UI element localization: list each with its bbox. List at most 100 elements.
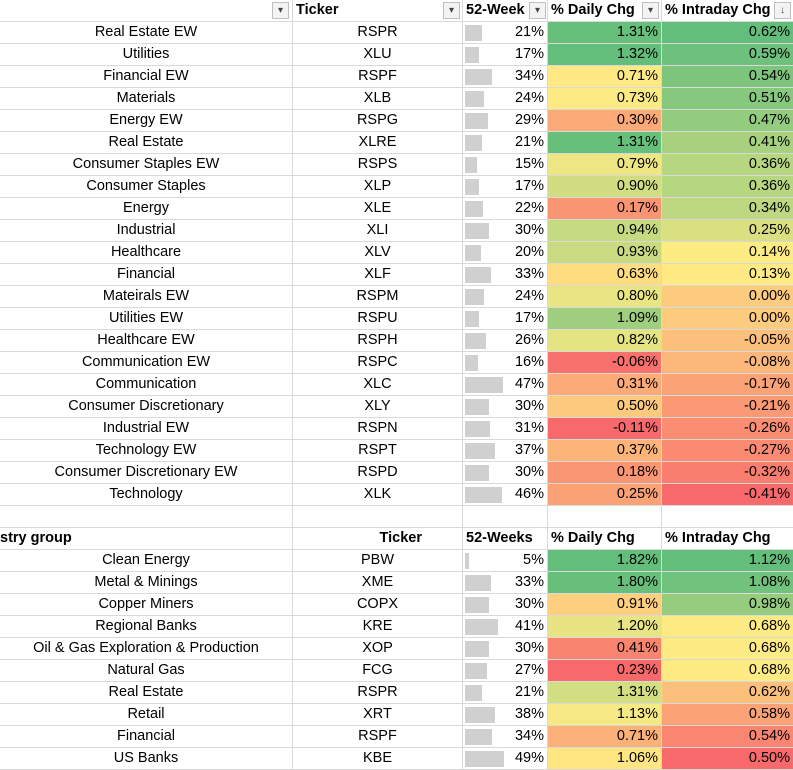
row-name-cell[interactable]: Financial <box>0 726 293 748</box>
weeks-cell[interactable]: 22% <box>463 198 548 220</box>
intraday-cell[interactable]: 0.13% <box>662 264 793 286</box>
row-name-cell[interactable]: Oil & Gas Exploration & Production <box>0 638 293 660</box>
row-name-cell[interactable]: Utilities EW <box>0 308 293 330</box>
daily-cell[interactable]: 0.23% <box>548 660 662 682</box>
row-name-cell[interactable]: Financial <box>0 264 293 286</box>
weeks-cell[interactable]: 41% <box>463 616 548 638</box>
weeks-cell[interactable]: 5% <box>463 550 548 572</box>
intraday-cell[interactable]: 0.36% <box>662 154 793 176</box>
weeks-cell[interactable]: 30% <box>463 220 548 242</box>
ticker-cell[interactable]: RSPR <box>293 682 463 704</box>
row-name-cell[interactable]: Mateirals EW <box>0 286 293 308</box>
weeks-cell[interactable]: 27% <box>463 660 548 682</box>
ticker-cell[interactable]: XLF <box>293 264 463 286</box>
intraday-cell[interactable]: 1.08% <box>662 572 793 594</box>
intraday-cell[interactable]: 0.68% <box>662 616 793 638</box>
ticker-cell[interactable]: XME <box>293 572 463 594</box>
daily-cell[interactable]: 0.71% <box>548 726 662 748</box>
weeks-cell[interactable]: 34% <box>463 66 548 88</box>
table2-header-weeks[interactable]: 52-Weeks <box>463 528 548 550</box>
ticker-cell[interactable]: XLE <box>293 198 463 220</box>
daily-cell[interactable]: 0.94% <box>548 220 662 242</box>
row-name-cell[interactable]: Utilities <box>0 44 293 66</box>
row-name-cell[interactable]: US Banks <box>0 748 293 770</box>
weeks-cell[interactable]: 31% <box>463 418 548 440</box>
row-name-cell[interactable]: Consumer Discretionary EW <box>0 462 293 484</box>
table1-header-weeks[interactable]: 52-Week ▾ <box>463 0 548 22</box>
ticker-cell[interactable]: XRT <box>293 704 463 726</box>
row-name-cell[interactable]: Copper Miners <box>0 594 293 616</box>
row-name-cell[interactable]: Financial EW <box>0 66 293 88</box>
intraday-cell[interactable]: 0.25% <box>662 220 793 242</box>
row-name-cell[interactable]: Natural Gas <box>0 660 293 682</box>
ticker-cell[interactable]: XLC <box>293 374 463 396</box>
daily-cell[interactable]: 0.80% <box>548 286 662 308</box>
table1-header-ticker[interactable]: Ticker ▾ <box>293 0 463 22</box>
weeks-cell[interactable]: 24% <box>463 88 548 110</box>
daily-cell[interactable]: 0.30% <box>548 110 662 132</box>
intraday-cell[interactable]: 0.00% <box>662 286 793 308</box>
row-name-cell[interactable]: Healthcare <box>0 242 293 264</box>
daily-cell[interactable]: 0.18% <box>548 462 662 484</box>
weeks-cell[interactable]: 17% <box>463 308 548 330</box>
intraday-cell[interactable]: -0.41% <box>662 484 793 506</box>
weeks-cell[interactable]: 21% <box>463 22 548 44</box>
ticker-cell[interactable]: KRE <box>293 616 463 638</box>
daily-cell[interactable]: 1.20% <box>548 616 662 638</box>
ticker-cell[interactable]: XOP <box>293 638 463 660</box>
weeks-cell[interactable]: 46% <box>463 484 548 506</box>
ticker-cell[interactable]: RSPD <box>293 462 463 484</box>
daily-cell[interactable]: 0.63% <box>548 264 662 286</box>
weeks-cell[interactable]: 33% <box>463 572 548 594</box>
row-name-cell[interactable]: Real Estate <box>0 682 293 704</box>
ticker-cell[interactable]: XLK <box>293 484 463 506</box>
daily-cell[interactable]: 0.17% <box>548 198 662 220</box>
row-name-cell[interactable]: Communication <box>0 374 293 396</box>
intraday-cell[interactable]: -0.21% <box>662 396 793 418</box>
row-name-cell[interactable]: Regional Banks <box>0 616 293 638</box>
ticker-cell[interactable]: RSPN <box>293 418 463 440</box>
daily-cell[interactable]: -0.06% <box>548 352 662 374</box>
daily-cell[interactable]: 0.82% <box>548 330 662 352</box>
ticker-cell[interactable]: RSPR <box>293 22 463 44</box>
intraday-cell[interactable]: 0.50% <box>662 748 793 770</box>
daily-cell[interactable]: -0.11% <box>548 418 662 440</box>
intraday-cell[interactable]: 0.59% <box>662 44 793 66</box>
daily-cell[interactable]: 1.31% <box>548 22 662 44</box>
weeks-cell[interactable]: 33% <box>463 264 548 286</box>
intraday-cell[interactable]: 0.58% <box>662 704 793 726</box>
table1-header-intraday[interactable]: % Intraday Chg ↓ <box>662 0 793 22</box>
table2-header-ticker[interactable]: Ticker <box>293 528 463 550</box>
ticker-cell[interactable]: KBE <box>293 748 463 770</box>
table1-header-daily[interactable]: % Daily Chg ▾ <box>548 0 662 22</box>
daily-cell[interactable]: 0.91% <box>548 594 662 616</box>
row-name-cell[interactable]: Retail <box>0 704 293 726</box>
intraday-cell[interactable]: 0.68% <box>662 638 793 660</box>
daily-cell[interactable]: 0.50% <box>548 396 662 418</box>
ticker-cell[interactable]: XLP <box>293 176 463 198</box>
ticker-cell[interactable]: RSPF <box>293 726 463 748</box>
ticker-cell[interactable]: RSPC <box>293 352 463 374</box>
blank-cell[interactable] <box>463 506 548 528</box>
intraday-cell[interactable]: 0.51% <box>662 88 793 110</box>
intraday-cell[interactable]: -0.17% <box>662 374 793 396</box>
daily-cell[interactable]: 0.25% <box>548 484 662 506</box>
weeks-cell[interactable]: 30% <box>463 594 548 616</box>
daily-cell[interactable]: 1.80% <box>548 572 662 594</box>
intraday-cell[interactable]: 0.36% <box>662 176 793 198</box>
intraday-cell[interactable]: -0.27% <box>662 440 793 462</box>
table2-header-daily[interactable]: % Daily Chg <box>548 528 662 550</box>
daily-cell[interactable]: 0.73% <box>548 88 662 110</box>
row-name-cell[interactable]: Energy <box>0 198 293 220</box>
daily-cell[interactable]: 0.31% <box>548 374 662 396</box>
row-name-cell[interactable]: Real Estate <box>0 132 293 154</box>
row-name-cell[interactable]: Materials <box>0 88 293 110</box>
weeks-cell[interactable]: 30% <box>463 396 548 418</box>
ticker-cell[interactable]: RSPG <box>293 110 463 132</box>
table2-header-intraday[interactable]: % Intraday Chg <box>662 528 793 550</box>
daily-cell[interactable]: 0.37% <box>548 440 662 462</box>
intraday-cell[interactable]: 0.98% <box>662 594 793 616</box>
weeks-cell[interactable]: 17% <box>463 176 548 198</box>
ticker-cell[interactable]: XLU <box>293 44 463 66</box>
weeks-cell[interactable]: 29% <box>463 110 548 132</box>
